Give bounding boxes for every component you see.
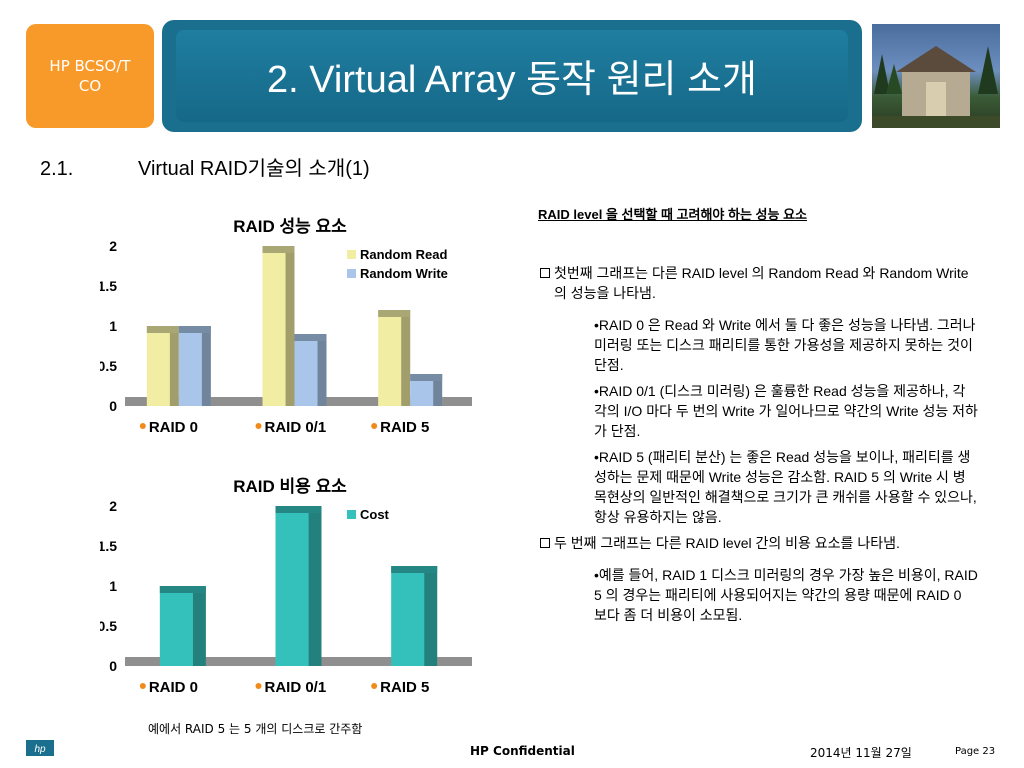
legend-label: Random Read bbox=[360, 247, 447, 262]
y-tick-label: 1.5 bbox=[100, 538, 117, 554]
legend-label: Random Write bbox=[360, 266, 448, 281]
category-bullet bbox=[255, 423, 262, 429]
bar-side bbox=[308, 506, 322, 666]
x-tick-label: RAID 5 bbox=[380, 419, 429, 436]
slide-title: 2. Virtual Array 동작 원리 소개 bbox=[267, 59, 757, 101]
notes-sub-item: •RAID 0/1 (디스크 미러링) 은 훌륭한 Read 성능을 제공하나,… bbox=[594, 383, 978, 439]
x-tick-label: RAID 0 bbox=[149, 679, 198, 696]
bar-side bbox=[192, 586, 206, 666]
legend-swatch bbox=[347, 269, 356, 278]
x-tick-label: RAID 0/1 bbox=[265, 419, 327, 436]
y-tick-label: 0.5 bbox=[100, 618, 117, 634]
title-bar-inner bbox=[176, 30, 848, 122]
legend-swatch bbox=[347, 510, 356, 519]
y-tick-label: 0 bbox=[109, 658, 117, 674]
y-tick-label: 0.5 bbox=[100, 358, 117, 374]
checkbox-bullet-icon bbox=[540, 268, 550, 278]
cost-chart-svg: 0 0.5 1 1.5 2 RAID 0 RAID 0/1 RAID 5 Cost bbox=[100, 498, 472, 696]
y-tick-label: 2 bbox=[109, 498, 117, 514]
performance-chart-svg: 0 0.5 1 1.5 2 RAID 0 RAID 0/1 RAID 5 Random Read… bbox=[100, 238, 472, 436]
bar-side bbox=[424, 566, 438, 666]
bar-top bbox=[146, 326, 179, 333]
bar-side bbox=[201, 326, 211, 406]
category-bullet bbox=[139, 423, 146, 429]
footer-page-number: Page 23 bbox=[955, 746, 996, 757]
bar-side bbox=[317, 334, 327, 406]
bar-top bbox=[378, 310, 411, 317]
hp-logo-text: hp bbox=[34, 744, 46, 755]
section-heading: 2.1. Virtual RAID기술의 소개(1) bbox=[40, 152, 370, 181]
notes-sub-item: •예를 들어, RAID 1 디스크 미러링의 경우 가장 높은 비용이, RA… bbox=[594, 567, 978, 623]
performance-chart: RAID 성능 요소 0 0.5 1 1.5 2 RAID 0 RAID 0/1 RAID 5… bbox=[100, 206, 480, 456]
bullet-text: 두 번째 그래프는 다른 RAID level 간의 비용 요소를 나타냄. bbox=[554, 535, 900, 551]
y-tick-label: 0 bbox=[109, 398, 117, 414]
legend-swatch bbox=[347, 250, 356, 259]
category-bullet bbox=[255, 683, 262, 689]
notes-bullet: 두 번째 그래프는 다른 RAID level 간의 비용 요소를 나타냄. bbox=[538, 533, 978, 553]
category-bullet bbox=[371, 683, 378, 689]
category-bullet bbox=[371, 423, 378, 429]
category-bullet bbox=[139, 683, 146, 689]
hp-bcso-badge: HP BCSO/TCO bbox=[26, 24, 154, 128]
y-tick-label: 2 bbox=[109, 238, 117, 254]
section-title: Virtual RAID기술의 소개(1) bbox=[138, 158, 370, 180]
y-tick-label: 1 bbox=[109, 578, 117, 594]
hp-logo-icon: hp bbox=[26, 740, 54, 756]
bar-top bbox=[410, 374, 443, 381]
notes-bullet: 첫번째 그래프는 다른 RAID level 의 Random Read 와 R… bbox=[538, 263, 978, 303]
notes-sub-item: •RAID 0 은 Read 와 Write 에서 둘 다 좋은 성능을 나타냄… bbox=[594, 317, 976, 373]
chart-title: RAID 비용 요소 bbox=[233, 477, 347, 496]
bar-side bbox=[433, 374, 443, 406]
bar-top bbox=[159, 586, 206, 593]
notes-heading: RAID level 을 선택할 때 고려해야 하는 성능 요소 bbox=[538, 207, 807, 222]
notes-panel: RAID level 을 선택할 때 고려해야 하는 성능 요소 첫번째 그래프… bbox=[538, 205, 978, 625]
bar-side bbox=[401, 310, 411, 406]
house-photo bbox=[872, 24, 1000, 128]
footer-date: 2014년 11월 27일 bbox=[810, 746, 912, 760]
checkbox-bullet-icon bbox=[540, 538, 550, 548]
x-tick-label: RAID 5 bbox=[380, 679, 429, 696]
badge-label: HP BCSO/TCO bbox=[49, 57, 131, 95]
y-tick-label: 1.5 bbox=[100, 278, 117, 294]
legend-label: Cost bbox=[360, 507, 390, 522]
house-illustration bbox=[872, 46, 1000, 128]
bullet-text: 첫번째 그래프는 다른 RAID level 의 Random Read 와 R… bbox=[554, 265, 969, 301]
bar-side bbox=[285, 246, 295, 406]
bar-top bbox=[178, 326, 211, 333]
footer-confidential: HP Confidential bbox=[470, 744, 575, 758]
chart-title: RAID 성능 요소 bbox=[233, 217, 347, 236]
notes-sub-item: •RAID 5 (패리티 분산) 는 좋은 Read 성능을 보이나, 패리티를… bbox=[594, 449, 977, 525]
x-tick-label: RAID 0 bbox=[149, 419, 198, 436]
bar-top bbox=[294, 334, 327, 341]
x-tick-label: RAID 0/1 bbox=[265, 679, 327, 696]
y-tick-label: 1 bbox=[109, 318, 117, 334]
bar-top bbox=[391, 566, 438, 573]
chart-caption: 예에서 RAID 5 는 5 개의 디스크로 간주함 bbox=[148, 722, 363, 736]
cost-chart: RAID 비용 요소 0 0.5 1 1.5 2 RAID 0 RAID 0/1 RAID 5… bbox=[100, 468, 480, 718]
bar-top bbox=[262, 246, 295, 253]
hp-logo: hp bbox=[26, 740, 54, 762]
bar-side bbox=[169, 326, 179, 406]
title-bar: 2. Virtual Array 동작 원리 소개 bbox=[162, 20, 862, 132]
bar-top bbox=[275, 506, 322, 513]
section-number: 2.1. bbox=[40, 158, 74, 180]
